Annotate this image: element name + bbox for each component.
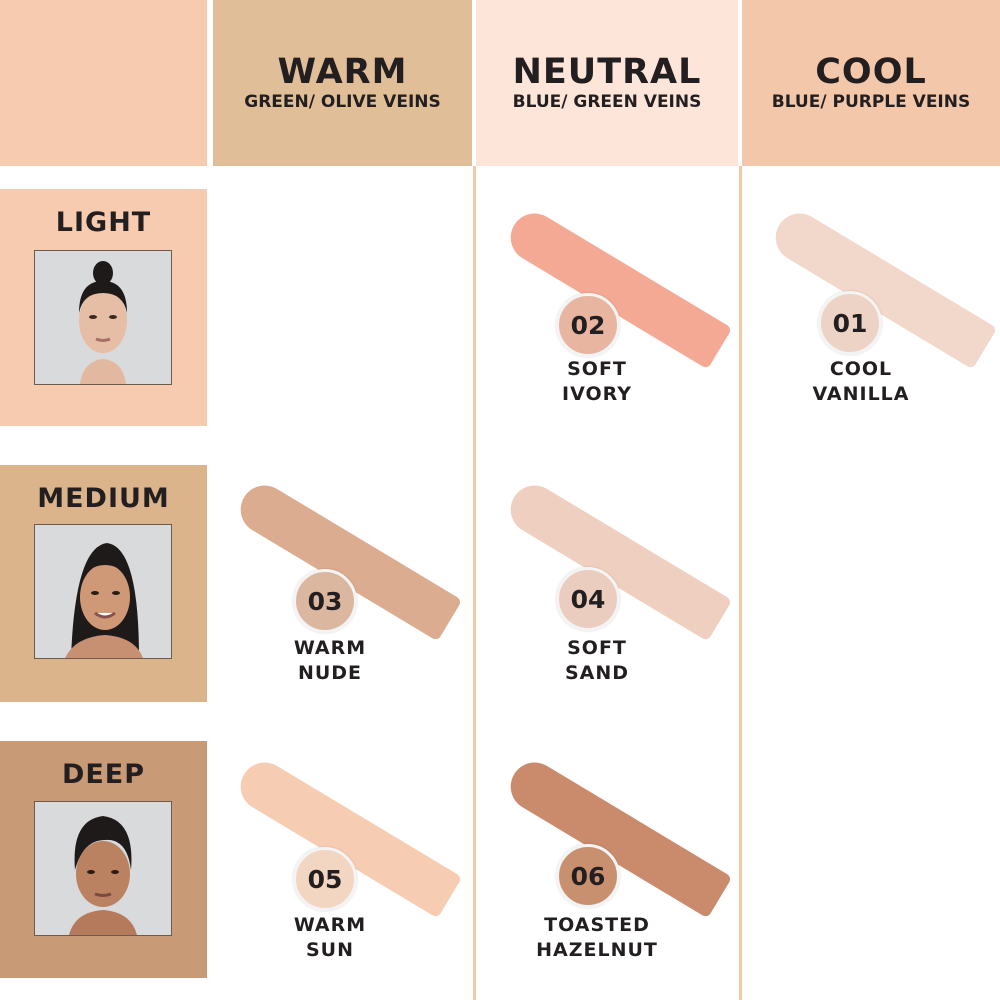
shade-name-line: VANILLA (812, 383, 910, 405)
column-subtitle: BLUE/ GREEN VEINS (512, 92, 702, 112)
row-medium: MEDIUM (0, 465, 207, 702)
shade-name-05: WARM SUN (230, 913, 430, 963)
column-subtitle: GREEN/ OLIVE VEINS (244, 92, 441, 112)
shade-chip-01: 01 (818, 291, 882, 355)
shade-number: 06 (570, 861, 606, 891)
shade-name-line: HAZELNUT (536, 939, 658, 961)
column-subtitle: BLUE/ PURPLE VEINS (771, 92, 971, 112)
shade-name-line: SAND (564, 662, 630, 684)
column-divider (473, 166, 476, 1000)
swatch-01 (766, 204, 998, 370)
row-label: MEDIUM (37, 483, 170, 514)
column-header-cool: COOL BLUE/ PURPLE VEINS (742, 0, 1000, 166)
swatch-02 (501, 204, 733, 370)
corner-cell (0, 0, 207, 166)
column-title: WARM (277, 52, 408, 92)
shade-chip-03: 03 (293, 569, 357, 633)
shade-chip-06: 06 (556, 844, 620, 908)
shade-number: 02 (570, 310, 606, 340)
row-label: DEEP (61, 759, 146, 790)
row-deep: DEEP (0, 741, 207, 978)
row-light: LIGHT (0, 189, 207, 426)
shade-chip-04: 04 (556, 567, 620, 631)
column-divider (739, 166, 742, 1000)
column-header-warm: WARM GREEN/ OLIVE VEINS (213, 0, 472, 166)
model-photo-light (34, 250, 172, 385)
shade-name-line: SOFT (567, 358, 627, 380)
shade-name-line: WARM (293, 637, 367, 659)
shade-name-02: SOFT IVORY (497, 357, 697, 407)
shade-name-line: WARM (293, 914, 367, 936)
shade-name-line: SUN (305, 939, 354, 961)
column-header-neutral: NEUTRAL BLUE/ GREEN VEINS (476, 0, 738, 166)
model-photo-medium (34, 524, 172, 659)
model-photo-deep (34, 801, 172, 936)
shade-name-line: IVORY (562, 383, 632, 405)
column-title: COOL (815, 52, 927, 92)
shade-number: 04 (570, 584, 606, 614)
shade-number: 03 (307, 586, 343, 616)
shade-name-line: SOFT (567, 637, 627, 659)
swatch-06 (501, 753, 733, 919)
shade-name-03: WARM NUDE (230, 636, 430, 686)
swatch-04 (501, 476, 733, 642)
shade-name-01: COOL VANILLA (761, 357, 961, 407)
shade-name-06: TOASTED HAZELNUT (497, 913, 697, 963)
row-label: LIGHT (55, 207, 152, 238)
shade-name-line: TOASTED (544, 914, 650, 936)
shade-number: 01 (832, 308, 868, 338)
shade-chip-02: 02 (556, 293, 620, 357)
shade-name-line: COOL (829, 358, 893, 380)
shade-name-04: SOFT SAND (497, 636, 697, 686)
column-title: NEUTRAL (512, 52, 702, 92)
shade-chip-05: 05 (293, 847, 357, 911)
shade-number: 05 (307, 864, 343, 894)
shade-name-line: NUDE (297, 662, 363, 684)
